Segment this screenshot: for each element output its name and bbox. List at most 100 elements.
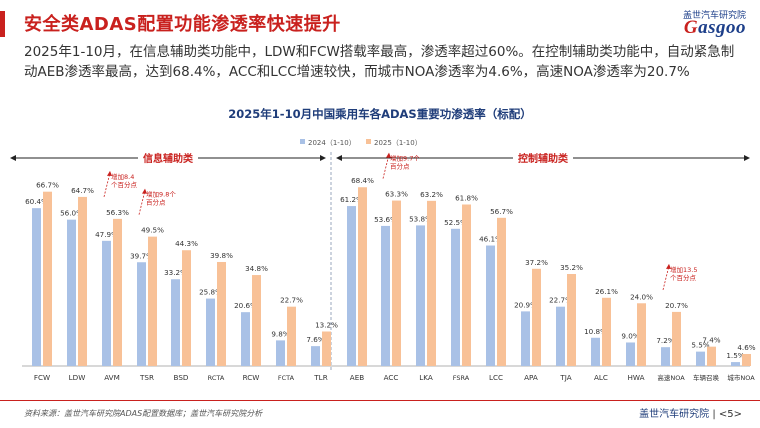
data-label-2024: 9.0% [621, 331, 639, 340]
bar-2024 [696, 351, 705, 366]
annotation-line2: 百分点 [146, 198, 166, 207]
annotation-arrow [662, 265, 670, 291]
x-tick-label: TSR [139, 373, 154, 382]
data-label-2024: 60.4% [25, 197, 48, 206]
data-label-2025: 56.3% [106, 208, 129, 217]
group-label-bg [513, 151, 573, 165]
data-label-2025: 37.2% [525, 258, 548, 267]
legend-swatch [366, 139, 371, 144]
bar-2024 [486, 245, 495, 366]
bar-2025 [113, 218, 122, 366]
x-tick-label: LKA [419, 373, 433, 382]
data-label-2025: 39.8% [210, 251, 233, 260]
bar-2024 [626, 342, 635, 366]
annotation-arrow [138, 190, 146, 215]
page-title: 安全类ADAS配置功能渗透率快速提升 [24, 14, 341, 35]
bar-2025 [567, 274, 576, 366]
x-tick-label: TLR [313, 373, 327, 382]
annotation-line2: 百分点 [390, 162, 410, 171]
data-label-2024: 33.2% [164, 268, 187, 277]
data-label-2024: 52.5% [444, 218, 467, 227]
bar-2024 [171, 279, 180, 366]
data-label-2025: 26.1% [595, 287, 618, 296]
bar-2024 [102, 240, 111, 366]
bar-2024 [206, 298, 215, 366]
data-label-2025: 63.3% [385, 190, 408, 199]
data-label-2025: 24.0% [630, 292, 653, 301]
annotation-arrow [103, 172, 111, 197]
bar-2024 [731, 362, 740, 366]
bar-2025 [427, 200, 436, 366]
x-tick-label: 车辆召唤 [693, 373, 720, 382]
x-tick-label: ALC [594, 373, 608, 382]
data-label-2024: 39.7% [130, 251, 153, 260]
annotation-line2: 个百分点 [111, 180, 138, 189]
data-label-2025: 56.7% [490, 207, 513, 216]
data-label-2024: 56.0% [60, 209, 83, 218]
logo-cn-text: 盖世汽车研究院 [682, 11, 746, 21]
bar-2025 [497, 217, 506, 366]
page-number: <5> [718, 409, 742, 420]
group-label-bg [138, 151, 198, 165]
data-label-2025: 63.2% [420, 190, 443, 199]
bar-2025 [182, 250, 191, 366]
logo-en-text: Gasgoo [683, 17, 746, 38]
bar-2024 [416, 225, 425, 366]
annotation-arrowhead [386, 152, 391, 158]
data-label-2025: 22.7% [280, 296, 303, 305]
bar-2025 [252, 275, 261, 366]
bar-2024 [311, 346, 320, 366]
legend-swatch [300, 139, 305, 144]
group-bracket-arrow-left [336, 155, 342, 161]
bar-2024 [347, 206, 356, 366]
bar-2025 [78, 196, 87, 366]
group-label: 控制辅助类 [518, 152, 568, 165]
bar-2024 [556, 306, 565, 366]
data-label-2025: 64.7% [71, 186, 94, 195]
bar-2024 [137, 262, 146, 366]
bar-2024 [32, 208, 41, 366]
chart-title: 2025年1-10月中国乘用车各ADAS重要功渗透率（标配） [228, 107, 532, 121]
bar-2025 [707, 346, 716, 366]
data-label-2025: 66.7% [36, 181, 59, 190]
bar-2025 [672, 311, 681, 366]
footer-brand-page: 盖世汽车研究院 | <5> [639, 405, 742, 420]
annotation-line2: 个百分点 [670, 273, 697, 282]
bar-2024 [451, 228, 460, 366]
bar-2025 [742, 353, 751, 366]
data-label-2025: 49.5% [141, 226, 164, 235]
x-tick-label: FCTA [278, 374, 295, 382]
data-label-2025: 35.2% [560, 263, 583, 272]
annotation-line1: 增加13.5 [670, 265, 697, 274]
data-label-2024: 7.6% [306, 335, 324, 344]
x-tick-label: LDW [69, 373, 86, 382]
annotation-arrowhead [142, 188, 147, 194]
bar-2025 [462, 204, 471, 366]
data-label-2025: 7.4% [702, 336, 720, 345]
data-source-note: 资料来源：盖世汽车研究院ADAS配置数据库；盖世汽车研究院分析 [24, 409, 263, 418]
data-label-2024: 20.6% [234, 301, 257, 310]
annotation-arrowhead [107, 170, 112, 176]
x-tick-label: ACC [384, 373, 399, 382]
bar-2024 [67, 219, 76, 366]
bar-2024 [521, 311, 530, 366]
x-tick-label: 高速NOA [657, 373, 685, 382]
data-label-2024: 47.9% [95, 230, 118, 239]
x-tick-label: AVM [104, 373, 120, 382]
data-label-2024: 22.7% [549, 296, 572, 305]
group-bracket-arrow-left [10, 155, 16, 161]
data-label-2025: 4.6% [737, 343, 755, 352]
x-tick-label: 城市NOA [727, 373, 755, 382]
x-tick-label: RCTA [208, 374, 225, 382]
x-tick-label: HWA [627, 373, 644, 382]
bar-2024 [661, 347, 670, 366]
summary-paragraph: 2025年1-10月，在信息辅助类功能中，LDW和FCW搭载率最高，渗透率超过6… [24, 44, 735, 80]
data-label-2024: 46.1% [479, 235, 502, 244]
data-label-2025: 61.8% [455, 193, 478, 202]
data-label-2024: 61.2% [340, 195, 363, 204]
footer-divider [0, 400, 760, 401]
bar-2025 [358, 187, 367, 366]
bar-2025 [287, 306, 296, 366]
data-label-2025: 44.3% [175, 239, 198, 248]
x-tick-label: FCW [34, 373, 50, 382]
